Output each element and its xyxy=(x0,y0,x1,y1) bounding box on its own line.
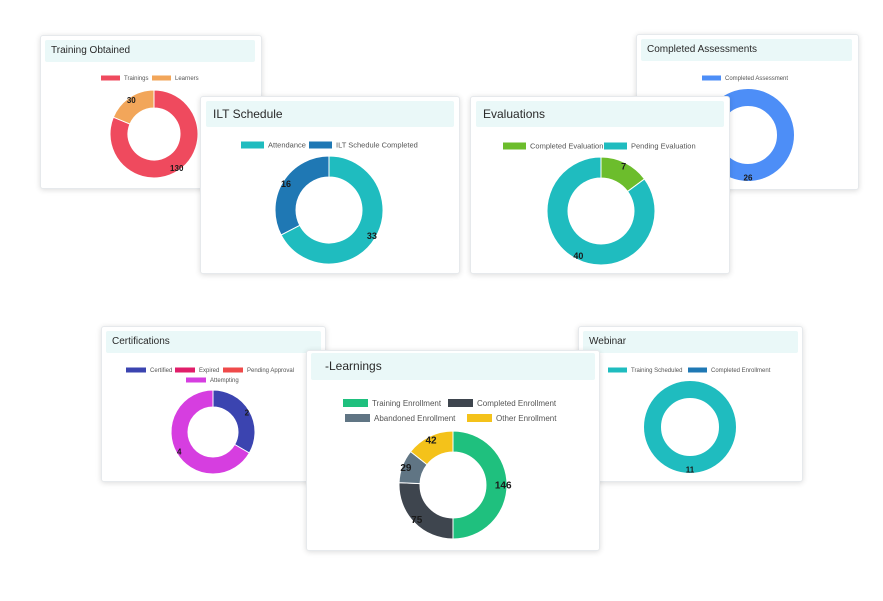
data-label-other-enrollment: 42 xyxy=(426,435,438,446)
data-label-trainings: 130 xyxy=(170,164,184,173)
slice-learners[interactable] xyxy=(112,89,155,125)
legend-label-completed-assessment: Completed Assessment xyxy=(725,76,788,82)
legend-swatch-training-enrollment[interactable] xyxy=(343,399,368,407)
slice-training-enrollment[interactable] xyxy=(452,430,508,540)
legend-label-training-enrollment: Training Enrollment xyxy=(372,399,442,408)
legend-label-attempting: Attempting xyxy=(210,378,239,384)
card-e-learnings: -Learnings Training Enrollment Completed … xyxy=(306,350,600,551)
data-label-certified: 2 xyxy=(245,408,250,417)
legend-label-attendance: Attendance xyxy=(268,141,306,150)
card-webinar: Webinar Training Scheduled Completed Enro… xyxy=(578,326,803,482)
data-label-completed-evaluation: 7 xyxy=(621,161,626,171)
legend-label-trainings: Trainings xyxy=(124,76,148,82)
card-title: Evaluations xyxy=(476,101,724,127)
legend-label-other-enrollment: Other Enrollment xyxy=(496,414,557,423)
legend-swatch-abandoned-enrollment[interactable] xyxy=(345,414,370,422)
data-label-completed-assessment: 26 xyxy=(744,174,753,183)
card-title: Completed Assessments xyxy=(641,39,852,61)
legend-swatch-completed-enrollment[interactable] xyxy=(448,399,473,407)
legend-swatch-attendance[interactable] xyxy=(241,141,264,149)
legend-swatch-pending-evaluation[interactable] xyxy=(604,142,627,150)
card-title: Certifications xyxy=(106,331,321,353)
legend-swatch-completed-enrollment[interactable] xyxy=(688,367,707,373)
slice-attempting[interactable] xyxy=(170,389,251,475)
card-title: Training Obtained xyxy=(45,40,255,62)
data-label-attempting: 4 xyxy=(177,447,182,456)
data-label-training-enrollment: 146 xyxy=(495,481,512,492)
legend-label-expired: Expired xyxy=(199,368,219,374)
data-label-training-scheduled: 11 xyxy=(686,466,695,475)
legend-swatch-training-scheduled[interactable] xyxy=(608,367,627,373)
legend-label-ilt-schedule-completed: ILT Schedule Completed xyxy=(336,141,418,150)
legend-swatch-ilt-schedule-completed[interactable] xyxy=(309,141,332,149)
card-title: ILT Schedule xyxy=(206,101,454,127)
slice-training-scheduled[interactable] xyxy=(644,381,736,473)
card-evaluations: Evaluations Completed Evaluation Pending … xyxy=(470,96,730,274)
legend-label-abandoned-enrollment: Abandoned Enrollment xyxy=(374,414,456,423)
data-label-attendance: 33 xyxy=(367,231,377,241)
card-certifications: Certifications Certified Expired Pending A… xyxy=(101,326,326,482)
slice-pending-evaluation[interactable] xyxy=(546,156,656,266)
legend-label-pending-approval: Pending Approval xyxy=(247,368,294,374)
chart-ilt: Attendance ILT Schedule Completed 33 16 xyxy=(241,141,418,265)
legend-label-learners: Learners xyxy=(175,76,199,82)
chart-training: Trainings Learners 130 30 xyxy=(101,75,199,179)
legend-label-completed-enrollment: Completed Enrollment xyxy=(711,368,771,374)
legend-label-certified: Certified xyxy=(150,368,172,374)
legend-swatch-pending-approval[interactable] xyxy=(223,367,243,373)
chart-eval: Completed Evaluation Pending Evaluation 7 4… xyxy=(503,142,696,266)
data-label-learners: 30 xyxy=(127,96,136,105)
card-title: Webinar xyxy=(583,331,798,353)
legend-label-training-scheduled: Training Scheduled xyxy=(631,368,682,374)
legend-swatch-attempting[interactable] xyxy=(186,377,206,383)
legend-swatch-completed-assessment[interactable] xyxy=(702,75,721,81)
data-label-pending-evaluation: 40 xyxy=(573,251,583,261)
legend-swatch-trainings[interactable] xyxy=(101,75,120,81)
slice-other-enrollment[interactable] xyxy=(409,430,454,466)
chart-elearn: Training Enrollment Completed Enrollment A… xyxy=(343,399,557,540)
legend-swatch-certified[interactable] xyxy=(126,367,146,373)
legend-label-completed-enrollment: Completed Enrollment xyxy=(477,399,557,408)
slice-certified[interactable] xyxy=(212,389,256,454)
legend-swatch-expired[interactable] xyxy=(175,367,195,373)
legend-swatch-other-enrollment[interactable] xyxy=(467,414,492,422)
legend-label-pending-evaluation: Pending Evaluation xyxy=(631,142,696,151)
slice-attendance[interactable] xyxy=(280,155,384,265)
slice-completed-enrollment[interactable] xyxy=(398,482,454,540)
chart-webinar: Training Scheduled Completed Enrollment 11 xyxy=(608,367,771,475)
legend-swatch-learners[interactable] xyxy=(152,75,171,81)
slice-trainings[interactable] xyxy=(109,89,199,179)
data-label-ilt-schedule-completed: 16 xyxy=(281,179,291,189)
slice-ilt-schedule-completed[interactable] xyxy=(274,155,330,236)
data-label-abandoned-enrollment: 29 xyxy=(400,463,412,474)
data-label-completed-enrollment: 75 xyxy=(411,515,423,526)
legend-swatch-completed-evaluation[interactable] xyxy=(503,142,526,150)
legend-label-completed-evaluation: Completed Evaluation xyxy=(530,142,603,151)
card-title: -Learnings xyxy=(311,353,595,380)
card-ilt-schedule: ILT Schedule Attendance ILT Schedule Comp… xyxy=(200,96,460,274)
chart-cert: Certified Expired Pending Approval Attempti… xyxy=(126,367,294,475)
